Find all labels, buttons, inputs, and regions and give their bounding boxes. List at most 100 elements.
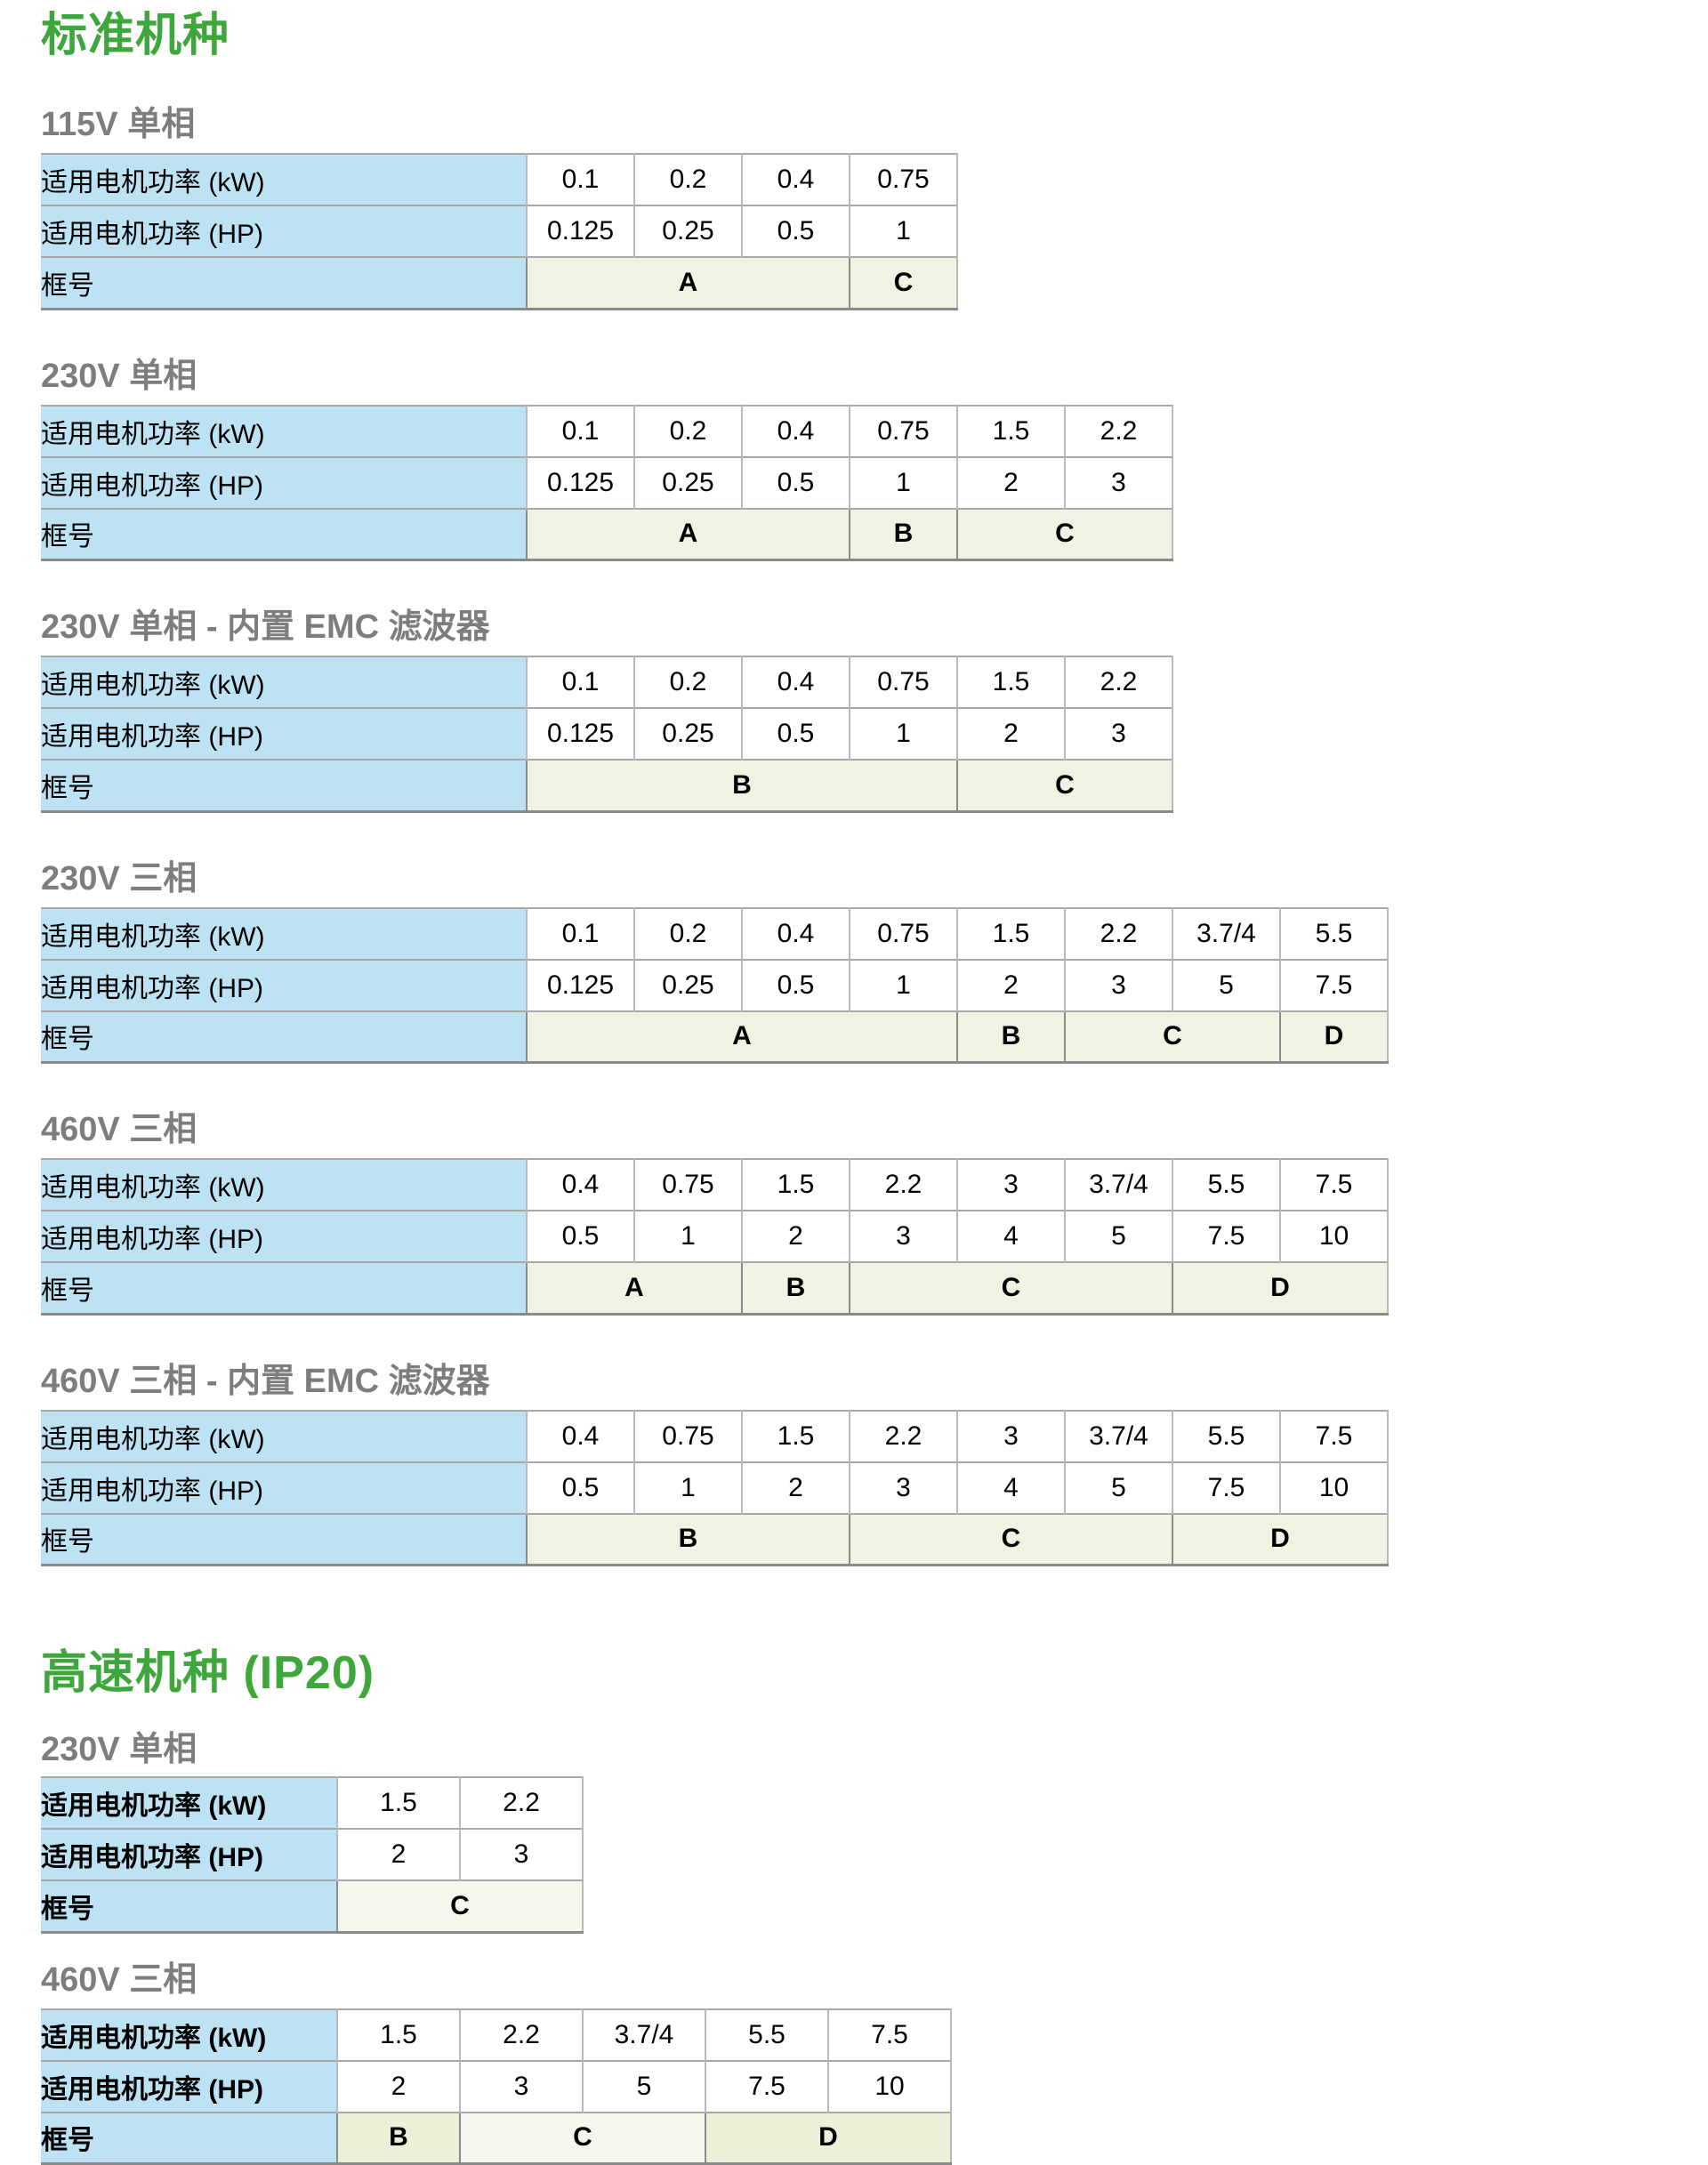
cell-kw-value: 3 bbox=[957, 1411, 1065, 1462]
cell-kw-value: 1.5 bbox=[957, 656, 1065, 708]
cell-kw-value: 2.2 bbox=[850, 1411, 957, 1462]
cell-hp-value: 5 bbox=[1065, 1462, 1172, 1514]
table-subtitle: 460V 三相 - 内置 EMC 滤波器 bbox=[41, 1362, 1708, 1401]
cell-hp-value: 4 bbox=[957, 1462, 1065, 1514]
cell-kw-value: 0.4 bbox=[742, 908, 850, 960]
row-label-hp: 适用电机功率 (HP) bbox=[41, 1462, 527, 1514]
cell-kw-value: 1.5 bbox=[337, 2009, 460, 2061]
frame-cell: A bbox=[527, 257, 850, 309]
cell-hp-value: 2 bbox=[957, 960, 1065, 1011]
cell-kw-value: 0.2 bbox=[634, 406, 742, 457]
cell-hp-value: 5 bbox=[1172, 960, 1280, 1011]
cell-kw-value: 1.5 bbox=[742, 1159, 850, 1211]
cell-hp-value: 3 bbox=[1065, 457, 1172, 509]
cell-hp-value: 7.5 bbox=[1172, 1211, 1280, 1262]
cell-kw-value: 0.75 bbox=[850, 154, 957, 205]
frame-cell: B bbox=[957, 1011, 1065, 1063]
cell-kw-value: 0.1 bbox=[527, 656, 634, 708]
row-label-hp: 适用电机功率 (HP) bbox=[41, 457, 527, 509]
cell-hp-value: 2 bbox=[337, 2061, 460, 2113]
cell-kw-value: 0.75 bbox=[634, 1411, 742, 1462]
cell-hp-value: 3 bbox=[460, 2061, 583, 2113]
cell-hp-value: 1 bbox=[850, 457, 957, 509]
row-label-kw: 适用电机功率 (kW) bbox=[41, 2009, 337, 2061]
frame-cell: B bbox=[527, 1514, 850, 1565]
frame-cell: B bbox=[527, 760, 957, 811]
table-subtitle: 460V 三相 bbox=[41, 1960, 1708, 2000]
cell-hp-value: 10 bbox=[1280, 1211, 1388, 1262]
cell-kw-value: 0.4 bbox=[742, 406, 850, 457]
cell-hp-value: 3 bbox=[850, 1462, 957, 1514]
cell-hp-value: 2 bbox=[337, 1829, 460, 1880]
cell-hp-value: 2 bbox=[957, 708, 1065, 760]
table-subtitle: 230V 单相 - 内置 EMC 滤波器 bbox=[41, 608, 1708, 647]
frame-cell: D bbox=[1172, 1262, 1388, 1314]
cell-hp-value: 7.5 bbox=[1172, 1462, 1280, 1514]
table-subtitle: 115V 单相 bbox=[41, 105, 1708, 144]
cell-kw-value: 2.2 bbox=[850, 1159, 957, 1211]
cell-hp-value: 1 bbox=[850, 205, 957, 257]
cell-kw-value: 2.2 bbox=[1065, 908, 1172, 960]
cell-hp-value: 0.25 bbox=[634, 205, 742, 257]
cell-hp-value: 4 bbox=[957, 1211, 1065, 1262]
row-label-frame: 框号 bbox=[41, 2113, 337, 2164]
cell-hp-value: 7.5 bbox=[705, 2061, 828, 2113]
cell-kw-value: 3 bbox=[957, 1159, 1065, 1211]
cell-hp-value: 7.5 bbox=[1280, 960, 1388, 1011]
cell-kw-value: 7.5 bbox=[1280, 1411, 1388, 1462]
cell-hp-value: 0.5 bbox=[742, 457, 850, 509]
cell-kw-value: 3.7/4 bbox=[583, 2009, 705, 2061]
cell-hp-value: 0.125 bbox=[527, 708, 634, 760]
cell-kw-value: 0.4 bbox=[742, 154, 850, 205]
cell-hp-value: 3 bbox=[1065, 708, 1172, 760]
frame-cell: B bbox=[850, 509, 957, 560]
cell-hp-value: 0.25 bbox=[634, 708, 742, 760]
cell-hp-value: 0.5 bbox=[527, 1211, 634, 1262]
cell-hp-value: 3 bbox=[850, 1211, 957, 1262]
row-label-frame: 框号 bbox=[41, 1262, 527, 1314]
cell-hp-value: 2 bbox=[957, 457, 1065, 509]
cell-kw-value: 5.5 bbox=[1280, 908, 1388, 960]
frame-cell: C bbox=[957, 509, 1172, 560]
row-label-hp: 适用电机功率 (HP) bbox=[41, 960, 527, 1011]
frame-cell: B bbox=[337, 2113, 460, 2164]
cell-hp-value: 5 bbox=[583, 2061, 705, 2113]
cell-kw-value: 1.5 bbox=[742, 1411, 850, 1462]
row-label-hp: 适用电机功率 (HP) bbox=[41, 2061, 337, 2113]
cell-kw-value: 0.75 bbox=[850, 656, 957, 708]
cell-hp-value: 10 bbox=[828, 2061, 951, 2113]
row-label-kw: 适用电机功率 (kW) bbox=[41, 406, 527, 457]
row-label-frame: 框号 bbox=[41, 760, 527, 811]
cell-hp-value: 1 bbox=[850, 960, 957, 1011]
cell-hp-value: 0.5 bbox=[742, 960, 850, 1011]
row-label-kw: 适用电机功率 (kW) bbox=[41, 908, 527, 960]
cell-kw-value: 3.7/4 bbox=[1172, 908, 1280, 960]
cell-kw-value: 2.2 bbox=[460, 2009, 583, 2061]
cell-kw-value: 0.1 bbox=[527, 908, 634, 960]
cell-hp-value: 2 bbox=[742, 1462, 850, 1514]
cell-kw-value: 5.5 bbox=[1172, 1411, 1280, 1462]
cell-kw-value: 2.2 bbox=[1065, 656, 1172, 708]
row-label-kw: 适用电机功率 (kW) bbox=[41, 154, 527, 205]
